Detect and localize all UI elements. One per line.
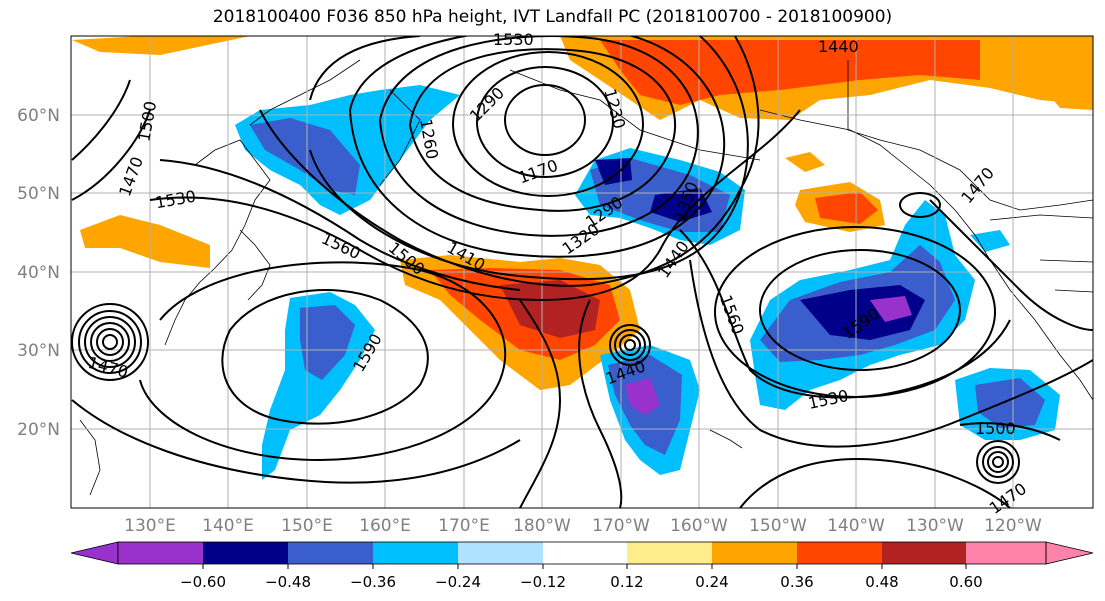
contour-label: 1560 bbox=[319, 229, 364, 263]
colorbar-segment bbox=[288, 542, 373, 564]
contour-label: 1530 bbox=[154, 187, 197, 213]
colorbar-tick-label: 0.60 bbox=[949, 573, 982, 591]
colorbar-frame bbox=[117, 541, 1047, 565]
contour-label: 1440 bbox=[654, 237, 693, 281]
coastlines bbox=[79, 59, 1093, 496]
colorbar-segment bbox=[373, 542, 458, 564]
colorbar-segment bbox=[118, 542, 203, 564]
colorbar-tick-label: −0.12 bbox=[520, 573, 566, 591]
lon-label: 170°E bbox=[438, 516, 490, 536]
lon-label: 160°W bbox=[670, 516, 728, 536]
ivt-negative-region bbox=[625, 378, 660, 415]
contour-label: 1530 bbox=[806, 386, 850, 413]
colorbar-min-extension bbox=[70, 541, 119, 565]
ivt-negative-region bbox=[595, 158, 712, 222]
ivt-negative-region bbox=[235, 85, 460, 215]
contour-label: 1290 bbox=[466, 83, 508, 125]
latitude-labels: 20°N 30°N 40°N 50°N 60°N bbox=[17, 106, 60, 440]
lon-label: 180°W bbox=[513, 516, 571, 536]
map-frame bbox=[70, 35, 1094, 509]
colorbar-segment bbox=[203, 542, 288, 564]
colorbar-segment bbox=[712, 542, 797, 564]
lat-label: 40°N bbox=[17, 263, 60, 283]
colorbar-segment bbox=[627, 542, 712, 564]
colorbar-tick-label: −0.60 bbox=[180, 573, 226, 591]
ivt-positive-region bbox=[500, 280, 600, 338]
ivt-positive-region bbox=[80, 215, 210, 268]
colorbar-max-extension bbox=[1045, 541, 1094, 565]
lat-label: 60°N bbox=[17, 106, 60, 126]
lon-label: 150°W bbox=[749, 516, 807, 536]
lat-label: 50°N bbox=[17, 184, 60, 204]
colorbar-tick-label: 0.12 bbox=[610, 573, 643, 591]
ivt-negative-region bbox=[300, 305, 355, 380]
colorbar-tick-label: −0.24 bbox=[435, 573, 481, 591]
colorbar-segment bbox=[543, 542, 627, 564]
height-contours bbox=[71, 36, 1093, 508]
contour-label: 1470 bbox=[986, 479, 1030, 518]
colorbar-segment bbox=[882, 542, 966, 564]
lon-label: 140°W bbox=[827, 516, 885, 536]
contour-label: 1500 bbox=[975, 419, 1016, 438]
lat-label: 20°N bbox=[17, 420, 60, 440]
ivt-negative-region bbox=[975, 378, 1045, 428]
colorbar-tick-label: 0.36 bbox=[780, 573, 813, 591]
colorbar: −0.60 −0.48 −0.36 −0.24 −0.12 0.12 0.24 … bbox=[70, 541, 1094, 591]
gridlines bbox=[71, 36, 1093, 508]
lon-label: 130°W bbox=[906, 516, 964, 536]
contour-label: 1170 bbox=[516, 156, 561, 188]
ivt-positive-region bbox=[815, 192, 878, 224]
lon-label: 130°E bbox=[124, 516, 176, 536]
contour-label: 1470 bbox=[86, 353, 130, 382]
colorbar-tick-label: 0.24 bbox=[695, 573, 728, 591]
contour-label: 1530 bbox=[493, 30, 534, 49]
colorbar-tick-label: −0.48 bbox=[265, 573, 311, 591]
ivt-positive-region bbox=[785, 152, 825, 172]
longitude-labels: 130°E 140°E 150°E 160°E 170°E 180°W 170°… bbox=[124, 516, 1042, 536]
colorbar-tick-label: 0.48 bbox=[865, 573, 898, 591]
colorbar-segment bbox=[966, 542, 1046, 564]
lon-label: 140°E bbox=[202, 516, 254, 536]
ivt-positive-region bbox=[600, 40, 980, 105]
colorbar-segment bbox=[458, 542, 543, 564]
ivt-negative-region bbox=[970, 230, 1010, 252]
colorbar-segment bbox=[797, 542, 882, 564]
contour-label: 1560 bbox=[716, 292, 748, 337]
contour-label: 1500 bbox=[134, 100, 160, 143]
lon-label: 120°W bbox=[984, 516, 1042, 536]
ivt-positive-region bbox=[1045, 55, 1093, 110]
ivt-positive-region bbox=[72, 36, 250, 55]
lat-label: 30°N bbox=[17, 341, 60, 361]
contour-label: 1440 bbox=[818, 37, 859, 56]
colorbar-tick-label: −0.36 bbox=[350, 573, 396, 591]
ivt-shading bbox=[72, 36, 1093, 480]
lon-label: 170°W bbox=[592, 516, 650, 536]
ivt-negative-region bbox=[870, 296, 912, 322]
lon-label: 150°E bbox=[281, 516, 333, 536]
map-title: 2018100400 F036 850 hPa height, IVT Land… bbox=[212, 7, 893, 27]
lon-label: 160°E bbox=[359, 516, 411, 536]
